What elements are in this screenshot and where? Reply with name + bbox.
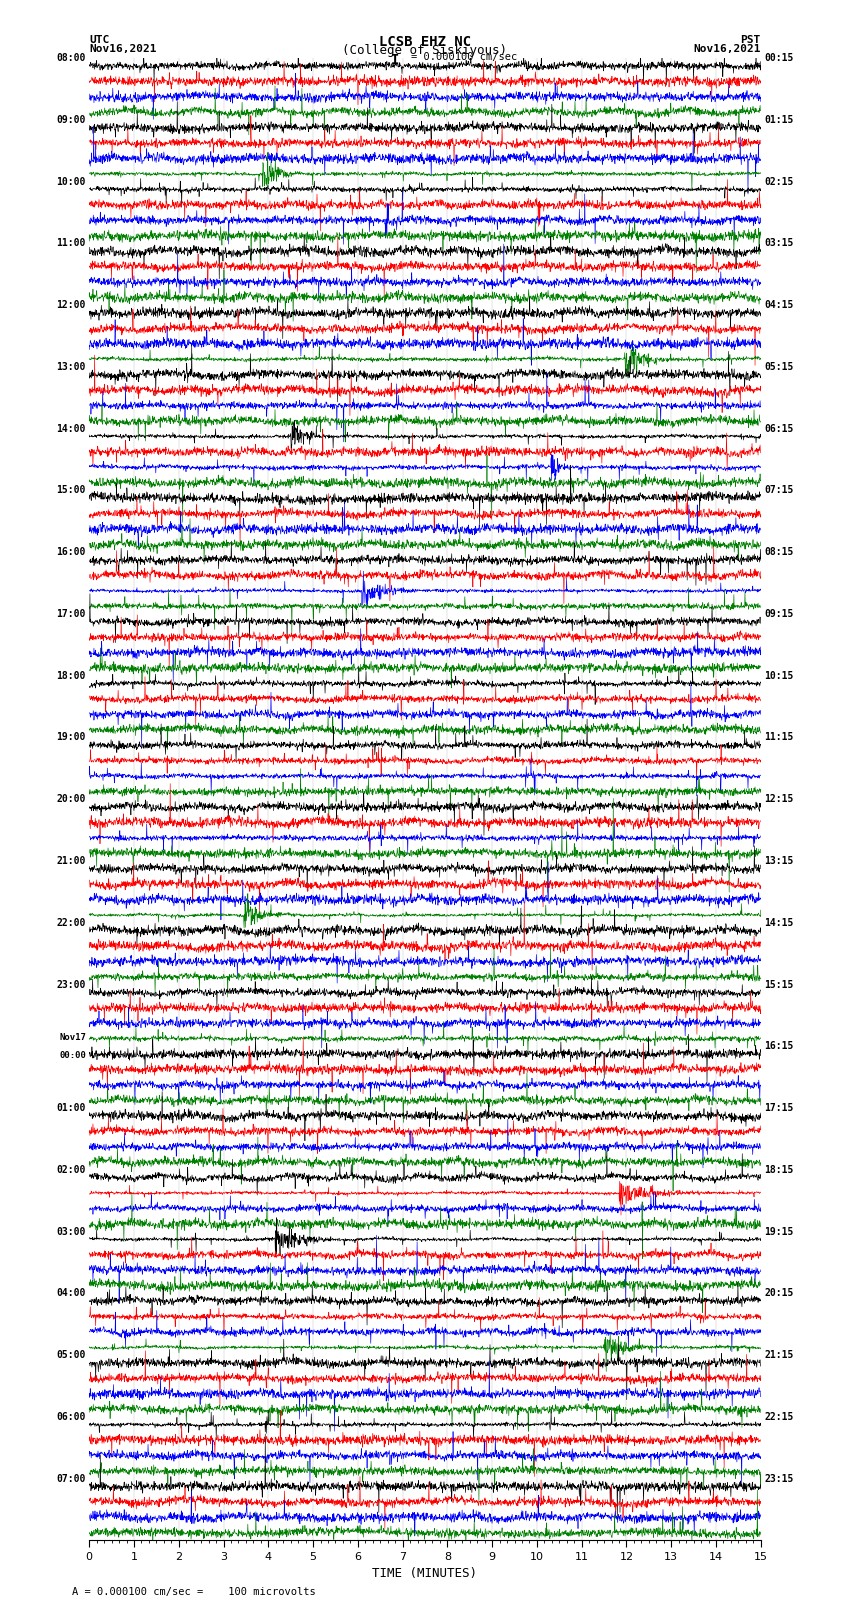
- Text: 05:15: 05:15: [764, 361, 794, 373]
- Text: 09:00: 09:00: [56, 115, 86, 124]
- Text: 16:15: 16:15: [764, 1042, 794, 1052]
- Text: 22:00: 22:00: [56, 918, 86, 927]
- Text: 11:15: 11:15: [764, 732, 794, 742]
- Text: 07:00: 07:00: [56, 1474, 86, 1484]
- Text: (College of Siskiyous): (College of Siskiyous): [343, 44, 507, 58]
- Text: 19:15: 19:15: [764, 1226, 794, 1237]
- Text: I: I: [391, 53, 399, 68]
- Text: 01:00: 01:00: [56, 1103, 86, 1113]
- Text: 05:00: 05:00: [56, 1350, 86, 1360]
- Text: 15:15: 15:15: [764, 979, 794, 989]
- Text: 04:15: 04:15: [764, 300, 794, 310]
- Text: 06:00: 06:00: [56, 1411, 86, 1423]
- Text: 10:00: 10:00: [56, 176, 86, 187]
- Text: 17:00: 17:00: [56, 610, 86, 619]
- Text: 15:00: 15:00: [56, 486, 86, 495]
- Text: LCSB EHZ NC: LCSB EHZ NC: [379, 35, 471, 48]
- Text: 21:00: 21:00: [56, 857, 86, 866]
- Text: 10:15: 10:15: [764, 671, 794, 681]
- Text: Nov16,2021: Nov16,2021: [89, 44, 156, 55]
- Text: 21:15: 21:15: [764, 1350, 794, 1360]
- Text: Nov17: Nov17: [59, 1032, 86, 1042]
- Text: 18:15: 18:15: [764, 1165, 794, 1174]
- X-axis label: TIME (MINUTES): TIME (MINUTES): [372, 1568, 478, 1581]
- Text: 07:15: 07:15: [764, 486, 794, 495]
- Text: 23:15: 23:15: [764, 1474, 794, 1484]
- Text: 01:15: 01:15: [764, 115, 794, 124]
- Text: 03:00: 03:00: [56, 1226, 86, 1237]
- Text: 22:15: 22:15: [764, 1411, 794, 1423]
- Text: UTC: UTC: [89, 35, 110, 45]
- Text: 23:00: 23:00: [56, 979, 86, 989]
- Text: A = 0.000100 cm/sec =    100 microvolts: A = 0.000100 cm/sec = 100 microvolts: [72, 1587, 316, 1597]
- Text: 16:00: 16:00: [56, 547, 86, 556]
- Text: 08:00: 08:00: [56, 53, 86, 63]
- Text: 08:15: 08:15: [764, 547, 794, 556]
- Text: 17:15: 17:15: [764, 1103, 794, 1113]
- Text: 12:15: 12:15: [764, 794, 794, 805]
- Text: 03:15: 03:15: [764, 239, 794, 248]
- Text: 00:15: 00:15: [764, 53, 794, 63]
- Text: 02:00: 02:00: [56, 1165, 86, 1174]
- Text: 11:00: 11:00: [56, 239, 86, 248]
- Text: 00:00: 00:00: [59, 1050, 86, 1060]
- Text: 14:00: 14:00: [56, 424, 86, 434]
- Text: 13:15: 13:15: [764, 857, 794, 866]
- Text: Nov16,2021: Nov16,2021: [694, 44, 761, 55]
- Text: 18:00: 18:00: [56, 671, 86, 681]
- Text: 20:15: 20:15: [764, 1289, 794, 1298]
- Text: 20:00: 20:00: [56, 794, 86, 805]
- Text: = 0.000100 cm/sec: = 0.000100 cm/sec: [411, 52, 517, 61]
- Text: 02:15: 02:15: [764, 176, 794, 187]
- Text: 06:15: 06:15: [764, 424, 794, 434]
- Text: 19:00: 19:00: [56, 732, 86, 742]
- Text: 12:00: 12:00: [56, 300, 86, 310]
- Text: PST: PST: [740, 35, 761, 45]
- Text: 13:00: 13:00: [56, 361, 86, 373]
- Text: 14:15: 14:15: [764, 918, 794, 927]
- Text: 04:00: 04:00: [56, 1289, 86, 1298]
- Text: 09:15: 09:15: [764, 610, 794, 619]
